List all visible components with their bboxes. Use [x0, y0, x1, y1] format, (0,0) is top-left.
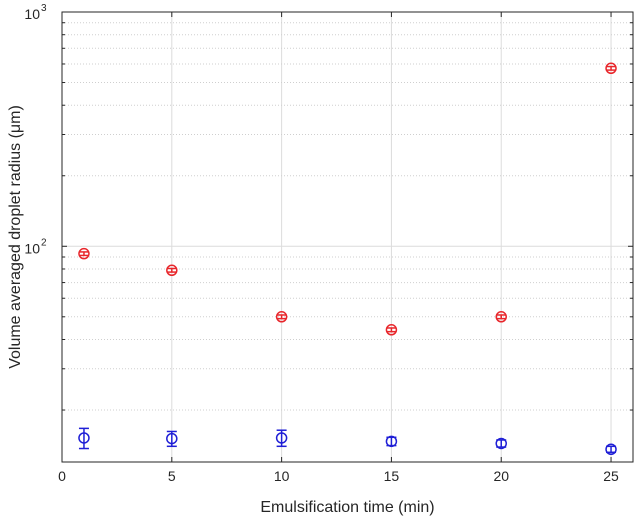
- y-tick-label-exponent: 2: [41, 237, 47, 248]
- data-series: [78, 62, 617, 456]
- x-tick-label: 25: [603, 468, 619, 484]
- x-tick-label: 5: [168, 468, 176, 484]
- data-point: [275, 432, 288, 444]
- grid: [62, 12, 633, 462]
- data-point: [605, 443, 617, 456]
- data-point: [385, 324, 398, 336]
- x-axis-label: Emulsification time (min): [260, 499, 434, 516]
- data-point: [495, 437, 507, 450]
- y-tick-label-base: 10: [24, 240, 40, 256]
- data-point: [78, 247, 90, 260]
- x-tick-label: 10: [274, 468, 290, 484]
- plot-frame: [61, 11, 634, 463]
- x-tick-label: 20: [493, 468, 509, 484]
- data-point: [166, 264, 178, 277]
- x-tick-label: 0: [58, 468, 66, 484]
- y-tick-label-exponent: 3: [41, 3, 47, 14]
- data-point: [166, 432, 178, 445]
- data-point: [385, 435, 398, 448]
- y-tick-label-base: 10: [24, 6, 40, 22]
- data-point: [495, 311, 507, 323]
- data-point: [275, 311, 288, 323]
- y-axis-label: Volume averaged droplet radius (μm): [7, 105, 24, 369]
- plot-area: [62, 12, 633, 462]
- data-point: [605, 62, 617, 75]
- x-tick-label: 15: [384, 468, 400, 484]
- data-point: [78, 432, 90, 444]
